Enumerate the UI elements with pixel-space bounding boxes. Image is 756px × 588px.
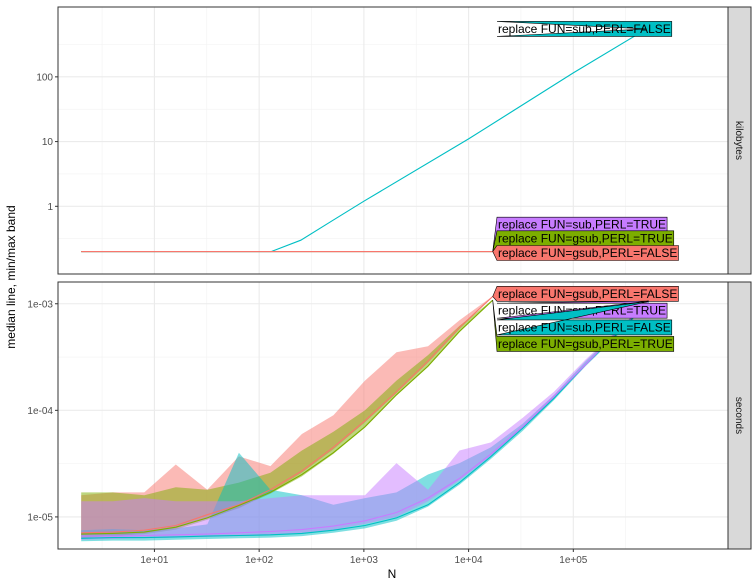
- direct-label-text: replace FUN=gsub,PERL=FALSE: [498, 287, 677, 301]
- direct-label-box: [492, 285, 679, 302]
- x-tick-label: 1e+02: [245, 555, 274, 566]
- x-tick-label: 1e+05: [559, 555, 588, 566]
- direct-label-text: replace FUN=sub,PERL=TRUE: [498, 218, 666, 232]
- direct-label-text: replace FUN=gsub,PERL=TRUE: [498, 337, 673, 351]
- direct-label-box: [492, 245, 679, 261]
- series-median-line: [81, 300, 650, 537]
- series-median-line: [81, 301, 650, 539]
- series-median-line: [81, 296, 494, 534]
- direct-labels: replace FUN=sub,PERL=FALSE replace FUN=su…: [492, 21, 679, 352]
- direct-label-text: replace FUN=gsub,PERL=TRUE: [498, 231, 673, 245]
- direct-label-box: [496, 21, 673, 37]
- facet-strip-label: seconds: [733, 397, 744, 434]
- series-band: [81, 300, 649, 540]
- y-tick-label: 10: [42, 137, 54, 148]
- series-band: [81, 296, 493, 538]
- x-axis-title: N: [388, 567, 397, 581]
- series-median-line: [81, 299, 494, 535]
- y-tick-label: 1e-03: [27, 299, 53, 310]
- y-tick-label: 1: [47, 202, 53, 213]
- x-tick-label: 1e+01: [140, 555, 169, 566]
- y-tick-label: 100: [36, 72, 53, 83]
- x-axis: 1e+01 1e+02 1e+03 1e+04 1e+05: [140, 549, 588, 566]
- direct-label-text: replace FUN=sub,PERL=FALSE: [498, 320, 671, 334]
- x-tick-label: 1e+04: [455, 555, 484, 566]
- direct-label-text: replace FUN=gsub,PERL=FALSE: [498, 246, 677, 260]
- direct-label-box: [492, 300, 675, 352]
- y-tick-label: 1e-04: [27, 406, 53, 417]
- facet-strip: [727, 6, 752, 275]
- y-tick-label: 1e-05: [27, 512, 53, 523]
- facet-strip-label: kilobytes: [733, 121, 744, 160]
- y-axis-title: median line, min/max band: [4, 205, 18, 348]
- direct-label-box: [496, 301, 673, 336]
- x-tick-label: 1e+03: [350, 555, 379, 566]
- facet-strip: [727, 281, 752, 550]
- direct-label-text: replace FUN=sub,PERL=FALSE: [498, 22, 671, 36]
